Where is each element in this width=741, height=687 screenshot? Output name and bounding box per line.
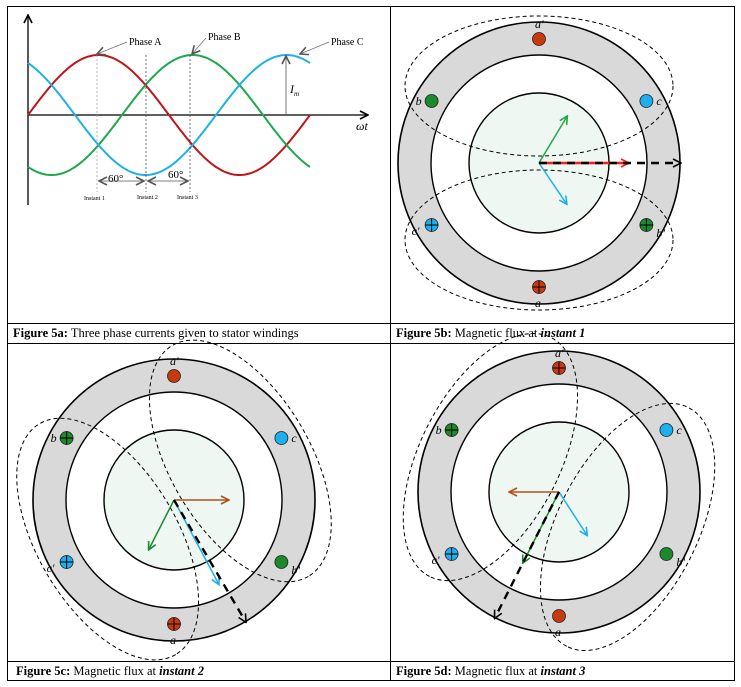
conductor-a-prime-cross-icon: a' xyxy=(552,346,566,375)
instant-1-label: Instant 1 xyxy=(84,196,105,202)
conductor-circle xyxy=(167,369,181,383)
conductor-label: a' xyxy=(555,346,564,360)
phase-b-flux-vector xyxy=(538,116,567,164)
conductor-label: c xyxy=(656,94,662,108)
flux-loop xyxy=(404,169,674,311)
conductor-c-prime-cross-icon: c' xyxy=(47,555,74,575)
conductor-label: c xyxy=(676,423,682,437)
figure-table: Figure 5a: Three phase currents given to… xyxy=(7,6,735,681)
row-divider xyxy=(8,323,734,324)
conductor-label: c' xyxy=(412,224,420,238)
conductor-c-dot-icon: c xyxy=(274,431,297,445)
stator-inner-edge xyxy=(65,391,283,609)
conductor-label: a' xyxy=(170,354,179,368)
conductor-c-dot-icon: c xyxy=(639,94,662,108)
conductor-label: b' xyxy=(291,563,300,577)
resultant-flux-arrow xyxy=(493,491,561,619)
phase-c-curve xyxy=(27,54,311,176)
phase-b-label: Phase B xyxy=(208,32,241,43)
conductor-c-dot-icon: c xyxy=(659,423,682,437)
caption-5b: Figure 5b: Magnetic flux at instant 1 xyxy=(396,326,586,340)
instant-3-label: Instant 3 xyxy=(177,195,198,201)
conductor-label: a xyxy=(535,296,541,310)
resultant-flux-arrow xyxy=(172,499,248,622)
flux-loop xyxy=(404,15,674,157)
conductor-a-prime-dot-icon: a' xyxy=(167,354,181,383)
three-phase-current-plot: Phase A Phase B Phase C ωt Im 60° 60° In… xyxy=(28,15,368,205)
stator-outer-edge xyxy=(32,358,316,642)
phase-pointer-arrow xyxy=(300,41,330,54)
amplitude-label: Im xyxy=(289,82,299,98)
conductor-b-cross-icon: b xyxy=(51,431,74,445)
conductor-b-prime-dot-icon: b' xyxy=(659,547,685,569)
conductor-b-prime-dot-icon: b' xyxy=(274,555,300,577)
phase-b-flux-vector xyxy=(149,499,175,550)
fig5b-stator-diagram: a' c b c' a b' xyxy=(397,15,681,311)
fig5d-stator-diagram: a' c b c' a b' xyxy=(402,332,716,652)
conductor-a-dot-icon: a xyxy=(552,609,566,639)
stator-inner-edge xyxy=(450,383,668,601)
conductor-a-prime-dot-icon: a' xyxy=(532,17,546,46)
caption-5c: Figure 5c: Magnetic flux at instant 2 xyxy=(16,664,204,678)
phase-b-flux-vector xyxy=(523,491,560,563)
conductor-b-prime-cross-icon: b' xyxy=(639,218,665,240)
conductor-c-prime-cross-icon: c' xyxy=(412,218,439,238)
conductor-c-prime-cross-icon: c' xyxy=(432,547,459,567)
phase-pointer-arrow xyxy=(97,41,128,54)
conductor-circle xyxy=(639,94,654,108)
flux-loop xyxy=(148,339,332,583)
row-divider xyxy=(8,661,734,662)
conductor-label: c' xyxy=(432,553,440,567)
axis-label: ωt xyxy=(356,119,368,133)
conductor-circle xyxy=(659,547,674,561)
conductor-a-cross-icon: a xyxy=(532,280,546,310)
fig5c-stator-diagram: a' c b c' a b' xyxy=(16,339,332,661)
conductor-label: c xyxy=(291,431,297,445)
conductor-label: b' xyxy=(676,555,685,569)
conductor-circle xyxy=(424,94,439,108)
conductor-label: b' xyxy=(656,226,665,240)
phase-c-flux-vector xyxy=(538,162,567,204)
conductor-b-dot-icon: b xyxy=(416,94,439,108)
conductor-circle xyxy=(274,431,289,445)
stator-inner-edge xyxy=(430,54,648,272)
conductor-circle xyxy=(274,555,289,569)
flux-loop xyxy=(539,402,716,652)
phase-a-label: Phase A xyxy=(129,37,162,48)
conductor-label: b xyxy=(436,423,442,437)
conductor-circle xyxy=(659,423,674,437)
conductor-label: b xyxy=(51,431,57,445)
phase-a-curve xyxy=(27,54,311,176)
stator-outer-edge xyxy=(417,350,701,634)
conductor-circle xyxy=(552,609,566,623)
conductor-label: c' xyxy=(47,561,55,575)
phase-b-curve xyxy=(27,54,311,176)
caption-5a: Figure 5a: Three phase currents given to… xyxy=(13,326,299,340)
row-divider xyxy=(8,343,734,344)
conductor-label: a' xyxy=(535,17,544,31)
instant-2-label: Instant 2 xyxy=(137,195,158,201)
conductor-a-cross-icon: a xyxy=(167,617,181,647)
phase-c-flux-vector xyxy=(558,491,587,536)
caption-5d: Figure 5d: Magnetic flux at instant 3 xyxy=(396,664,586,678)
conductor-label: b xyxy=(416,94,422,108)
conductor-b-cross-icon: b xyxy=(436,423,459,437)
phase-pointer-arrow xyxy=(192,37,207,54)
phase-c-label: Phase C xyxy=(331,37,364,48)
conductor-label: a xyxy=(170,633,176,647)
conductor-circle xyxy=(532,32,546,46)
flux-loop xyxy=(16,417,200,661)
conductor-label: a xyxy=(555,625,561,639)
